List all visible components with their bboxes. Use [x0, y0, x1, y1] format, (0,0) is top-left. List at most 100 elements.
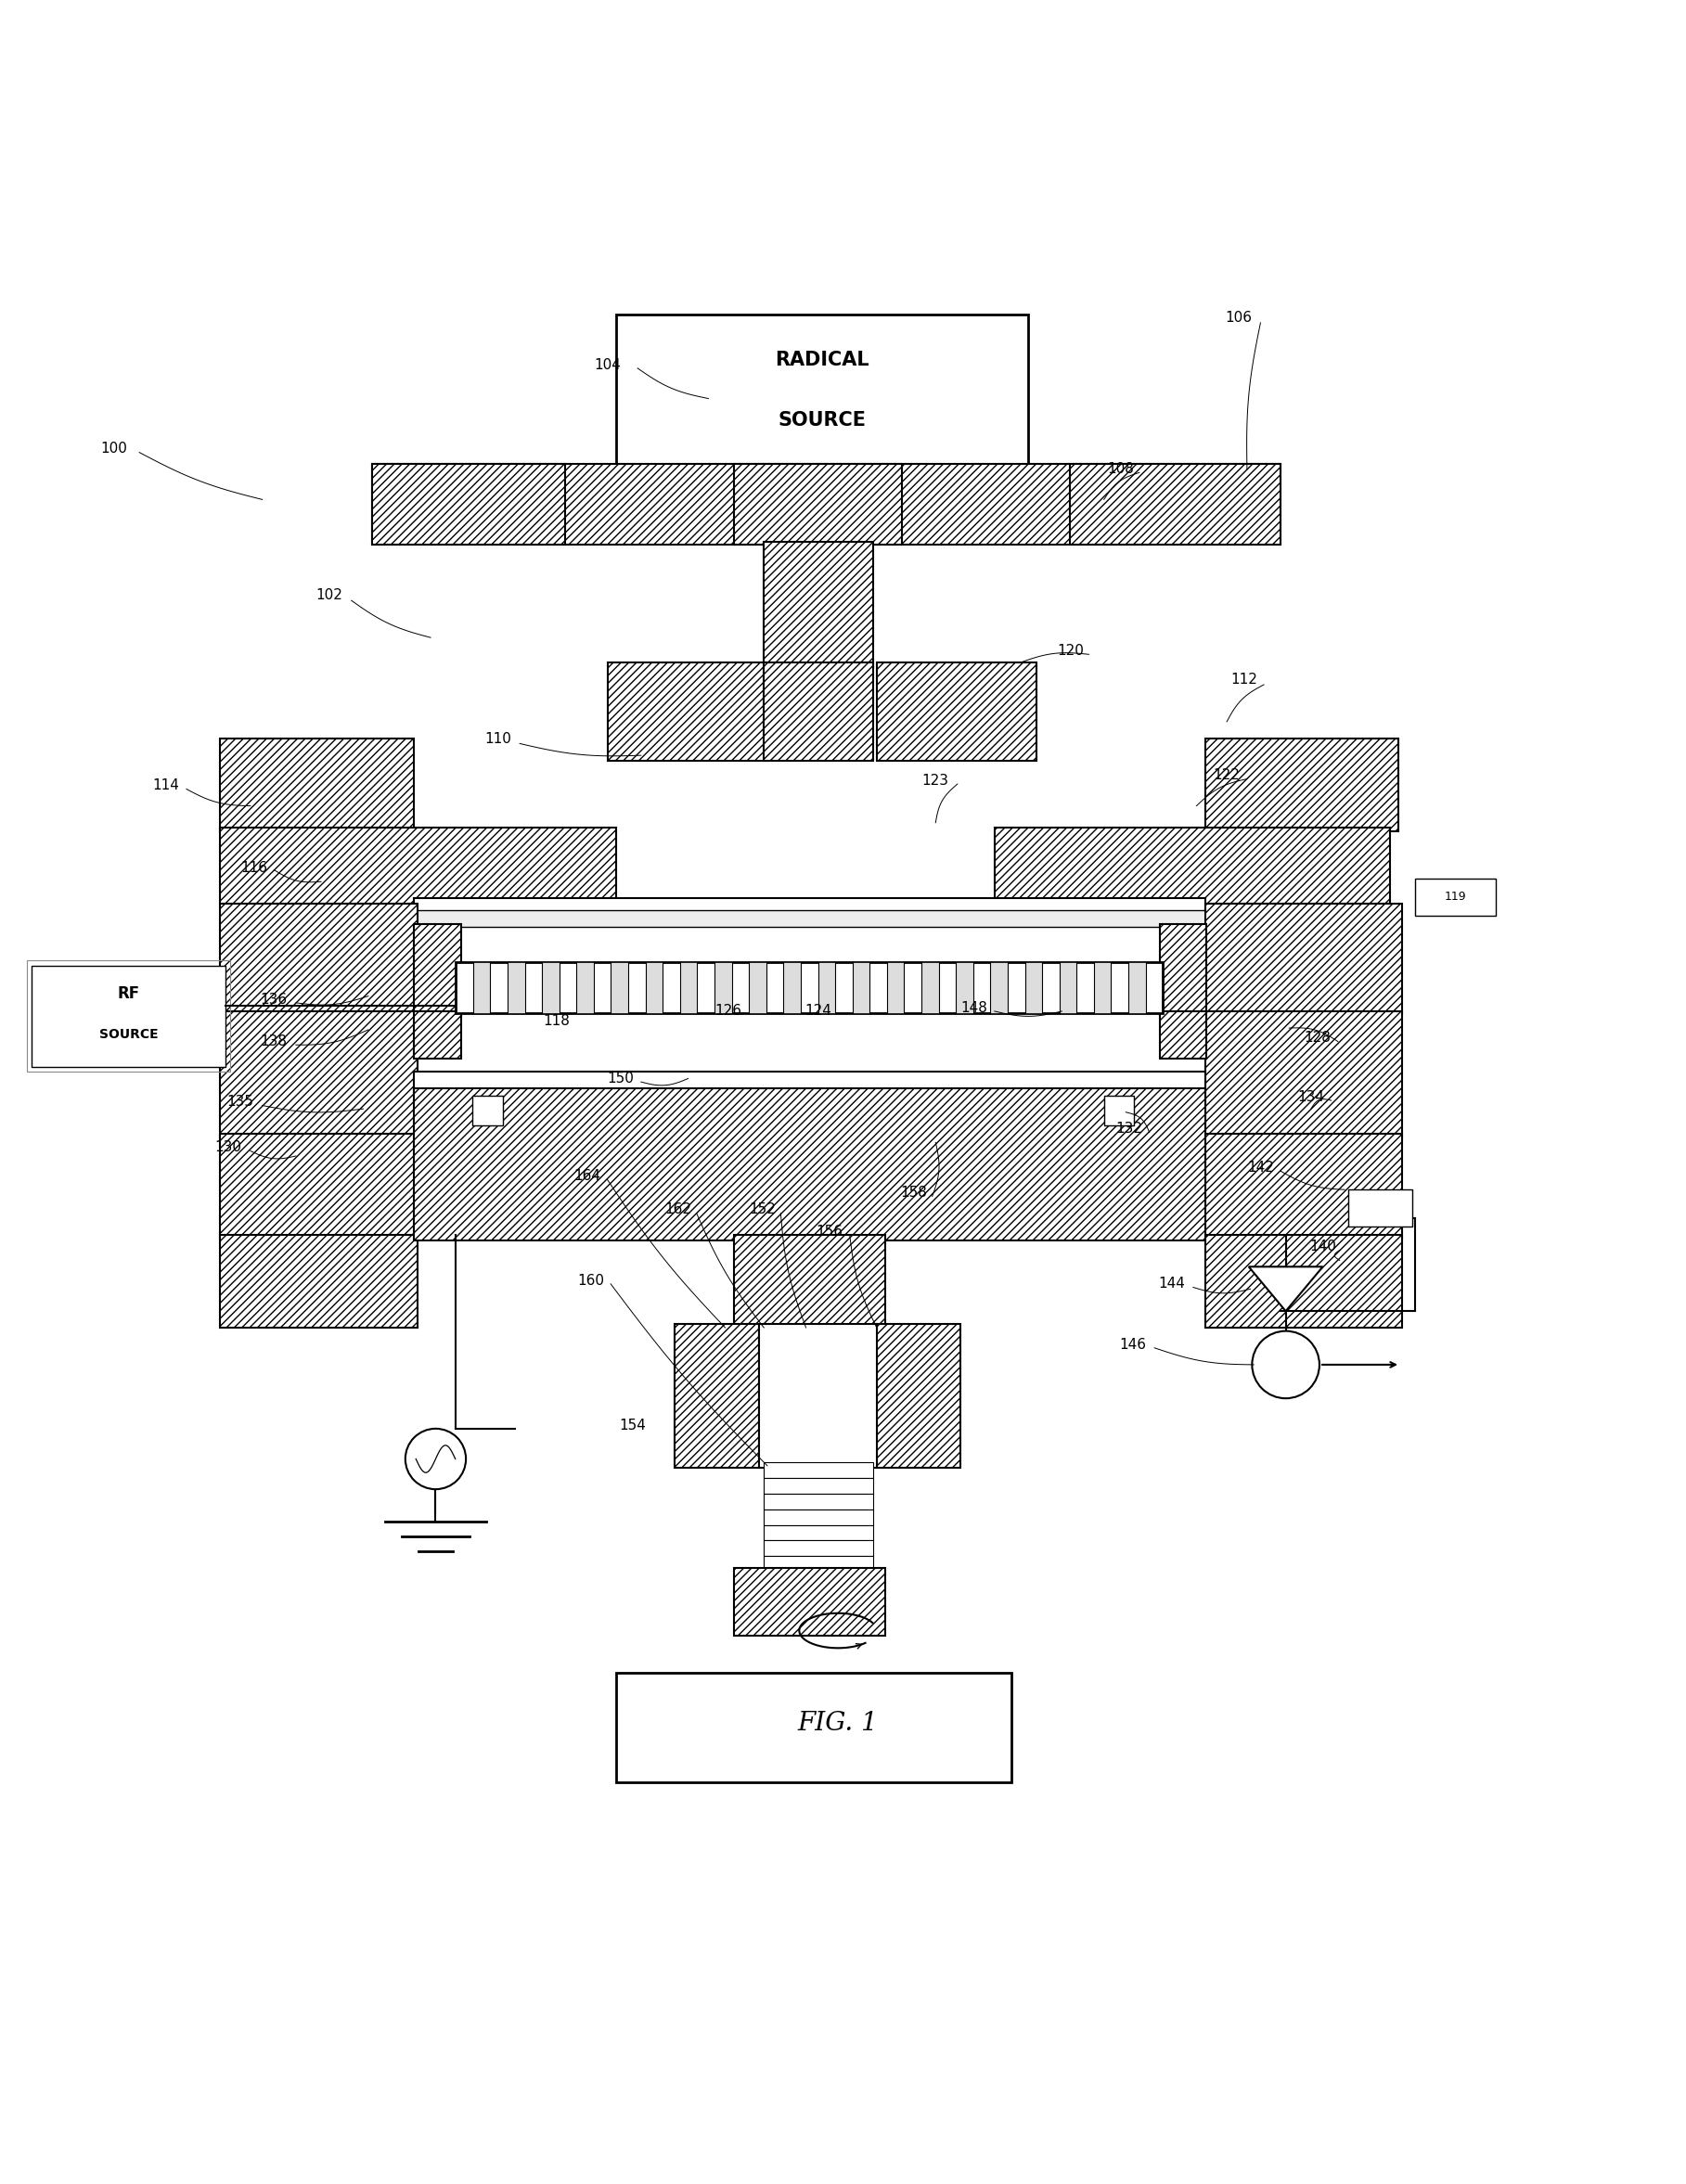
Bar	[221, 828, 615, 904]
Text: SOURCE: SOURCE	[99, 1029, 158, 1042]
Bar	[764, 1555, 873, 1572]
Bar	[447, 1088, 1172, 1105]
Text: 100: 100	[101, 441, 128, 456]
Bar	[733, 1236, 885, 1328]
Circle shape	[405, 1428, 465, 1489]
Bar	[32, 965, 226, 1066]
Text: 110: 110	[484, 732, 511, 745]
Circle shape	[1253, 1330, 1320, 1398]
Text: 116: 116	[241, 860, 268, 876]
Bar	[674, 1324, 759, 1468]
Bar	[1104, 1096, 1135, 1125]
Text: 119: 119	[1445, 891, 1467, 902]
Bar	[1059, 963, 1077, 1013]
Bar	[764, 1494, 873, 1509]
Bar	[221, 1011, 416, 1138]
Bar	[764, 1524, 873, 1540]
Bar	[1205, 1011, 1401, 1138]
Bar	[764, 1479, 873, 1494]
Bar	[733, 465, 902, 546]
Text: 154: 154	[619, 1417, 646, 1433]
Text: 142: 142	[1248, 1160, 1275, 1175]
Bar	[764, 662, 873, 760]
Bar	[887, 963, 904, 1013]
Text: 140: 140	[1310, 1241, 1337, 1254]
Text: 124: 124	[804, 1005, 831, 1018]
Bar	[1094, 963, 1111, 1013]
Bar	[615, 314, 1028, 465]
Bar	[1415, 878, 1495, 915]
Bar	[877, 662, 1037, 760]
Text: 134: 134	[1298, 1090, 1325, 1103]
Bar	[221, 904, 416, 1013]
Bar	[853, 963, 870, 1013]
Bar	[956, 963, 973, 1013]
Text: 130: 130	[216, 1140, 243, 1155]
Bar	[221, 1133, 416, 1238]
Text: RADICAL: RADICAL	[776, 349, 868, 369]
Bar	[1205, 1236, 1401, 1328]
Bar	[818, 963, 835, 1013]
Bar	[715, 963, 732, 1013]
Text: 118: 118	[543, 1013, 570, 1029]
Text: 132: 132	[1116, 1123, 1143, 1136]
Text: RF: RF	[118, 985, 140, 1002]
Text: 160: 160	[577, 1273, 604, 1289]
Bar	[615, 1673, 1012, 1782]
Bar	[1205, 738, 1398, 832]
Text: 135: 135	[228, 1094, 255, 1109]
Text: 102: 102	[317, 587, 342, 603]
Bar	[990, 963, 1008, 1013]
Bar	[472, 1096, 502, 1125]
Text: 108: 108	[1108, 463, 1135, 476]
Text: 106: 106	[1226, 310, 1253, 325]
Bar	[455, 963, 1163, 1013]
Bar	[922, 963, 939, 1013]
Text: 164: 164	[573, 1168, 600, 1184]
Text: 158: 158	[900, 1186, 927, 1199]
Bar	[27, 961, 231, 1072]
Bar	[507, 963, 524, 1013]
Bar	[413, 898, 1205, 915]
Bar	[541, 963, 560, 1013]
Bar	[413, 924, 460, 1016]
Polygon shape	[1249, 1267, 1324, 1310]
Text: 144: 144	[1158, 1278, 1185, 1291]
Text: 122: 122	[1214, 769, 1241, 782]
Bar	[413, 1072, 1205, 1092]
Bar	[1160, 924, 1207, 1016]
Bar	[371, 465, 565, 546]
Text: 138: 138	[261, 1035, 287, 1048]
Bar	[474, 963, 491, 1013]
Text: 162: 162	[664, 1203, 691, 1216]
Text: 112: 112	[1231, 673, 1258, 686]
Bar	[759, 1324, 877, 1468]
Bar	[1071, 465, 1281, 546]
Text: 146: 146	[1120, 1337, 1146, 1352]
Bar	[764, 1540, 873, 1555]
Bar	[1349, 1190, 1411, 1227]
Bar	[749, 963, 765, 1013]
Bar	[413, 1011, 460, 1059]
Text: 152: 152	[749, 1203, 776, 1216]
Text: 148: 148	[961, 1000, 988, 1016]
Bar	[764, 1509, 873, 1524]
Bar	[607, 662, 767, 760]
Text: 136: 136	[261, 992, 288, 1007]
Text: 114: 114	[153, 780, 180, 793]
Text: 128: 128	[1305, 1031, 1332, 1046]
Bar	[1128, 963, 1145, 1013]
Bar	[1205, 904, 1401, 1013]
Text: 104: 104	[593, 358, 620, 371]
Bar	[784, 963, 801, 1013]
Bar	[371, 465, 1281, 546]
Text: 150: 150	[607, 1072, 634, 1085]
Bar	[221, 1236, 416, 1328]
Bar	[733, 1568, 885, 1636]
Text: SOURCE: SOURCE	[777, 411, 867, 430]
Text: 120: 120	[1057, 644, 1084, 657]
Bar	[577, 963, 593, 1013]
Bar	[764, 1463, 873, 1479]
Bar	[1160, 1011, 1207, 1059]
Bar	[413, 911, 1205, 926]
